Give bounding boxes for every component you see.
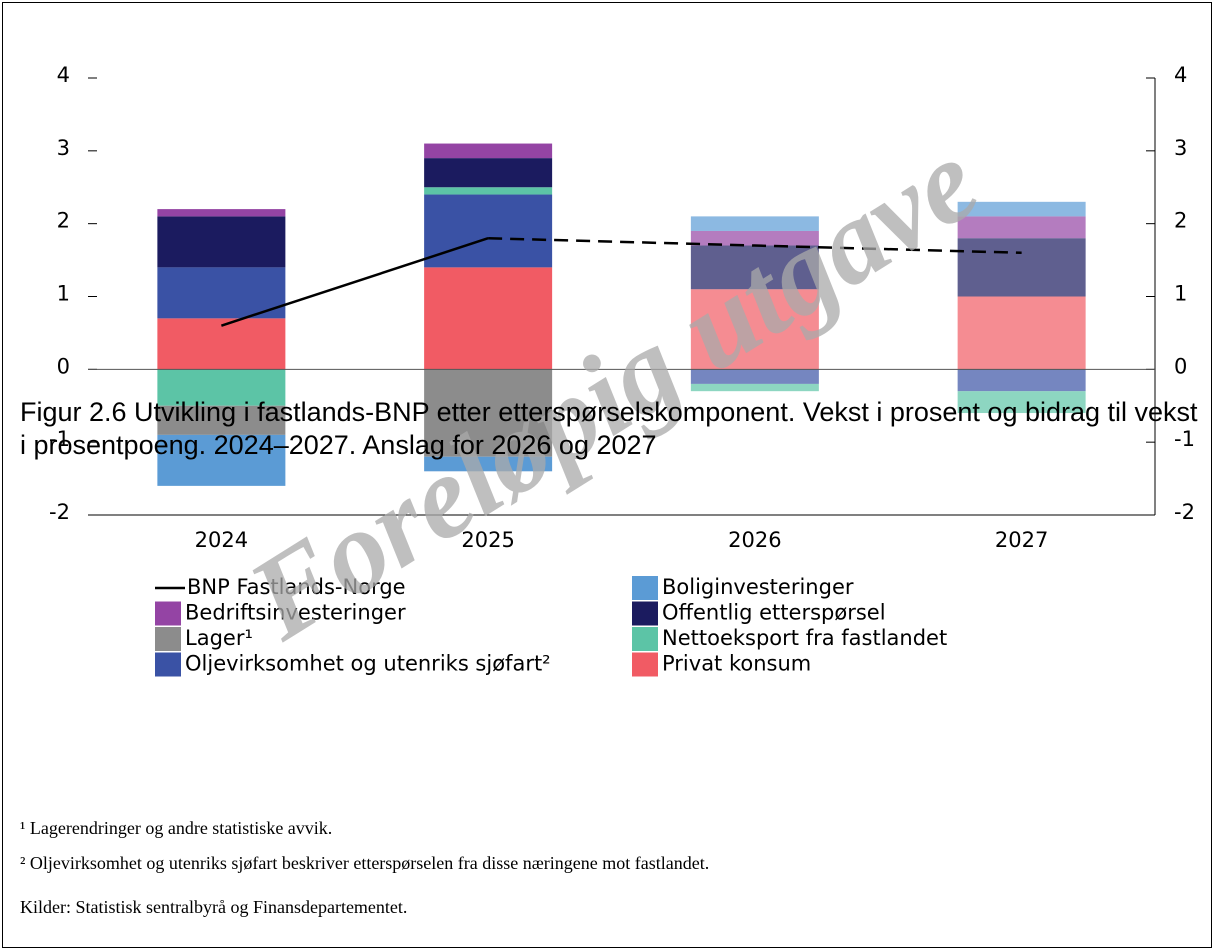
y2-tick-label: 1 bbox=[1174, 282, 1187, 306]
chart-title: Figur 2.6 Utvikling i fastlands-BNP ette… bbox=[20, 397, 1198, 460]
y2-tick-label: 4 bbox=[1174, 63, 1187, 87]
x-tick-label: 2026 bbox=[728, 528, 781, 552]
bar-segment bbox=[424, 143, 553, 159]
y-tick-label: 2 bbox=[57, 209, 70, 233]
legend-swatch bbox=[155, 601, 181, 626]
bar-segment bbox=[157, 209, 286, 217]
bar-segment bbox=[690, 289, 819, 370]
y2-tick-label: 3 bbox=[1174, 136, 1187, 160]
y2-tick-label: 2 bbox=[1174, 209, 1187, 233]
watermark: Foreløpig utgave bbox=[226, 114, 999, 665]
footnote: ² Oljevirksomhet og utenriks sjøfart bes… bbox=[20, 853, 710, 873]
y-tick-label: 3 bbox=[57, 136, 70, 160]
y-tick-label: -1 bbox=[49, 427, 70, 451]
bar-segment bbox=[157, 318, 286, 370]
y-tick-label: 1 bbox=[57, 282, 70, 306]
bar-segment bbox=[424, 187, 553, 195]
bar-segment bbox=[957, 201, 1086, 217]
y-tick-label: -2 bbox=[49, 500, 70, 524]
bar-segment bbox=[957, 391, 1086, 414]
x-tick-label: 2024 bbox=[195, 528, 248, 552]
bar-segment bbox=[690, 216, 819, 231]
legend-label: Boliginvesteringer bbox=[662, 575, 854, 599]
legend-label: Oljevirksomhet og utenriks sjøfart² bbox=[185, 652, 551, 676]
line-dashed bbox=[488, 236, 1022, 255]
legend-label: Lager¹ bbox=[185, 626, 253, 650]
bar-segment bbox=[957, 369, 1086, 392]
x-tick-label: 2027 bbox=[995, 528, 1048, 552]
bar-segment bbox=[424, 456, 553, 472]
y-tick-label: 0 bbox=[57, 354, 70, 378]
x-tick-label: 2025 bbox=[461, 528, 514, 552]
bar-segment bbox=[424, 158, 553, 188]
legend-label: Nettoeksport fra fastlandet bbox=[662, 626, 947, 650]
bar-segment bbox=[157, 369, 286, 406]
source: Kilder: Statistisk sentralbyrå og Finans… bbox=[20, 897, 408, 917]
bar-segment bbox=[690, 230, 819, 246]
footnote: ¹ Lagerendringer og andre statistiske av… bbox=[20, 818, 333, 838]
legend-label: BNP Fastlands-Norge bbox=[187, 575, 406, 599]
legend-swatch bbox=[155, 627, 181, 651]
bar-segment bbox=[157, 267, 286, 319]
legend-swatch bbox=[632, 652, 658, 677]
legend-swatch bbox=[632, 601, 658, 626]
line-solid bbox=[220, 237, 489, 327]
bar-segment bbox=[424, 194, 553, 268]
y2-tick-label: -1 bbox=[1174, 427, 1195, 451]
bar-segment bbox=[957, 296, 1086, 370]
y2-tick-label: 0 bbox=[1174, 354, 1187, 378]
bar-segment bbox=[957, 238, 1086, 297]
bar-segment bbox=[424, 369, 553, 457]
legend-swatch bbox=[155, 652, 181, 677]
bar-segment bbox=[157, 405, 286, 435]
bar-segment bbox=[690, 383, 819, 392]
bar-segment bbox=[690, 245, 819, 290]
bar-segment bbox=[690, 369, 819, 384]
legend-label: Privat konsum bbox=[662, 652, 811, 676]
bar-segment bbox=[957, 216, 1086, 239]
y2-tick-label: -2 bbox=[1174, 500, 1195, 524]
legend-label: Offentlig etterspørsel bbox=[662, 601, 886, 625]
legend-label: Bedriftsinvesteringer bbox=[185, 601, 406, 625]
legend-swatch bbox=[632, 627, 658, 651]
bar-segment bbox=[424, 267, 553, 370]
legend-swatch bbox=[632, 576, 658, 600]
bar-segment bbox=[157, 216, 286, 268]
y-tick-label: 4 bbox=[57, 63, 70, 87]
bar-segment bbox=[157, 434, 286, 486]
